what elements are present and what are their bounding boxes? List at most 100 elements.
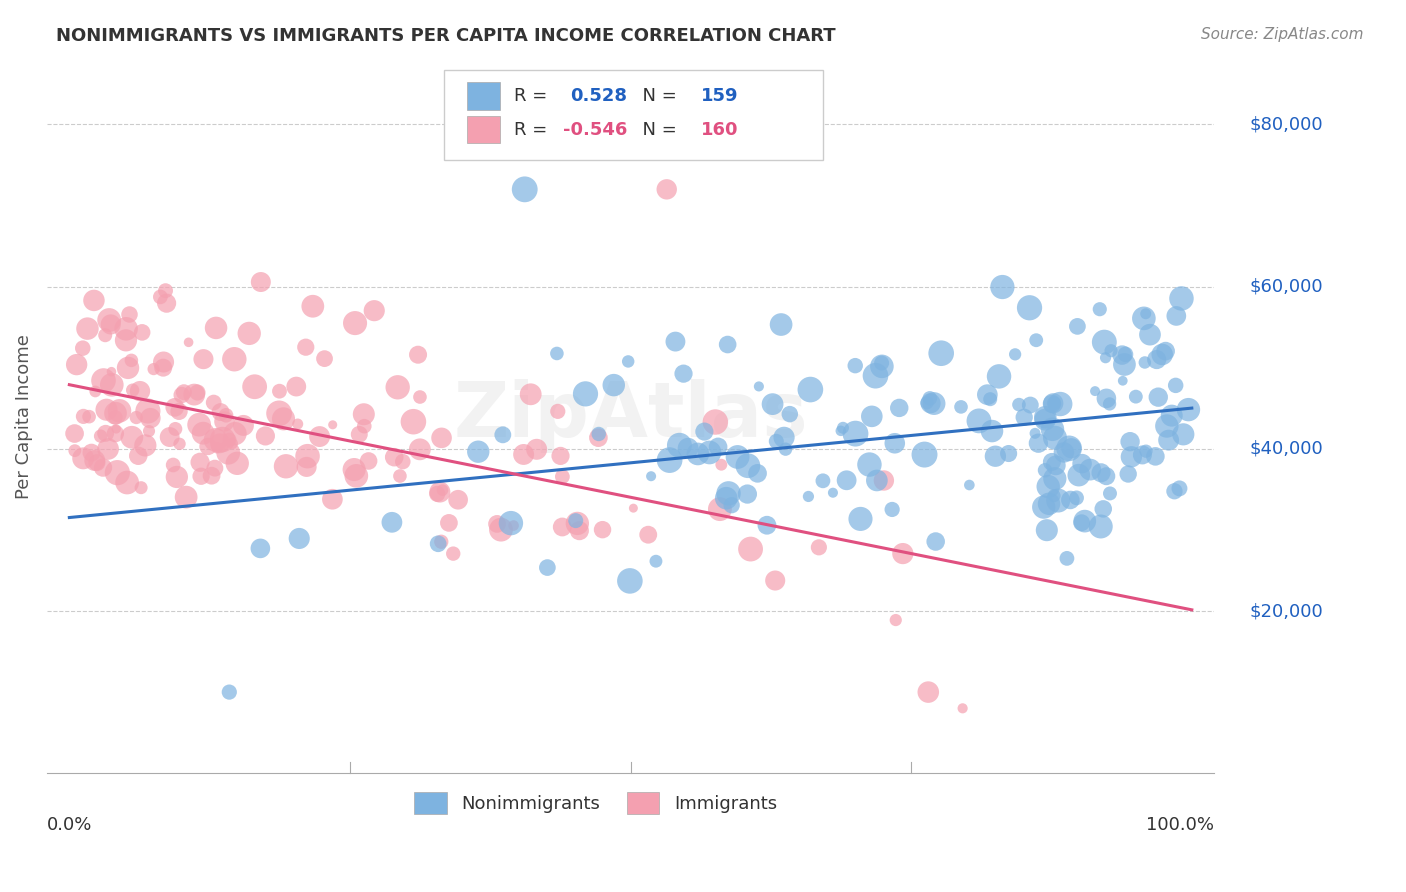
Point [1028, 436, 1050, 450]
Point [1099, 343, 1122, 358]
Point [343, 462, 366, 476]
Point [1067, 468, 1090, 483]
Point [655, 182, 678, 196]
Point [139, 411, 162, 425]
Point [866, 474, 889, 488]
Point [740, 542, 762, 557]
Point [363, 303, 385, 318]
FancyBboxPatch shape [444, 70, 823, 160]
Point [191, 426, 214, 441]
Point [214, 414, 236, 428]
Point [720, 498, 742, 512]
Point [1154, 344, 1177, 359]
Text: N =: N = [630, 120, 682, 138]
FancyBboxPatch shape [467, 116, 499, 143]
Point [430, 534, 453, 549]
Point [858, 458, 880, 472]
Point [94, 426, 117, 441]
Point [1098, 486, 1121, 500]
Point [188, 417, 211, 432]
Point [1168, 482, 1191, 496]
Point [640, 469, 662, 483]
Point [232, 418, 254, 433]
Point [129, 384, 152, 398]
Point [427, 537, 450, 551]
Point [269, 384, 291, 399]
Point [382, 450, 405, 465]
Point [1164, 378, 1187, 392]
Point [512, 447, 534, 461]
Point [224, 352, 246, 367]
Point [211, 433, 233, 447]
Point [406, 348, 429, 362]
Point [489, 523, 512, 537]
Point [321, 492, 343, 507]
Point [536, 560, 558, 574]
Point [1098, 397, 1121, 411]
Point [1045, 458, 1067, 473]
Point [884, 613, 907, 627]
Point [1043, 396, 1066, 410]
Point [152, 360, 174, 375]
Point [1056, 551, 1078, 566]
Point [1066, 491, 1088, 505]
Point [353, 407, 375, 421]
Point [136, 404, 159, 418]
Text: $80,000: $80,000 [1250, 115, 1323, 134]
Point [66, 358, 89, 372]
Point [492, 427, 515, 442]
Point [770, 318, 793, 332]
Point [238, 326, 260, 341]
Point [1095, 392, 1118, 406]
Point [117, 360, 139, 375]
Point [152, 355, 174, 369]
Point [273, 412, 295, 426]
Point [737, 458, 759, 473]
Point [519, 387, 541, 401]
Point [1036, 523, 1059, 537]
Point [1132, 448, 1154, 462]
Point [274, 459, 297, 474]
Point [205, 321, 228, 335]
Point [991, 280, 1014, 294]
Point [499, 516, 522, 530]
Point [1042, 422, 1064, 436]
Point [301, 299, 323, 313]
Point [96, 402, 118, 417]
Point [202, 395, 225, 409]
Point [197, 439, 219, 453]
Point [391, 455, 413, 469]
Point [100, 318, 122, 332]
Point [254, 429, 277, 443]
Point [860, 409, 883, 424]
Point [807, 541, 830, 555]
Point [93, 374, 115, 388]
Point [1049, 397, 1071, 411]
Point [1033, 412, 1056, 426]
Point [121, 430, 143, 444]
Point [765, 434, 787, 449]
Text: NONIMMIGRANTS VS IMMIGRANTS PER CAPITA INCOME CORRELATION CHART: NONIMMIGRANTS VS IMMIGRANTS PER CAPITA I… [56, 27, 835, 45]
Point [775, 442, 797, 457]
Point [1024, 426, 1046, 441]
Point [832, 421, 855, 435]
Point [155, 284, 177, 298]
Point [186, 385, 208, 400]
Point [1133, 311, 1156, 326]
Point [513, 182, 536, 196]
Point [402, 415, 425, 429]
Text: 100.0%: 100.0% [1146, 816, 1215, 834]
Point [204, 461, 226, 475]
Point [72, 451, 94, 466]
Point [645, 554, 668, 568]
Point [664, 334, 686, 349]
Point [526, 442, 548, 457]
Point [603, 378, 626, 392]
Point [486, 516, 509, 531]
Point [167, 404, 190, 418]
Point [984, 449, 1007, 463]
Point [1057, 442, 1080, 456]
Point [131, 326, 153, 340]
Point [1135, 444, 1157, 458]
Point [97, 442, 120, 456]
